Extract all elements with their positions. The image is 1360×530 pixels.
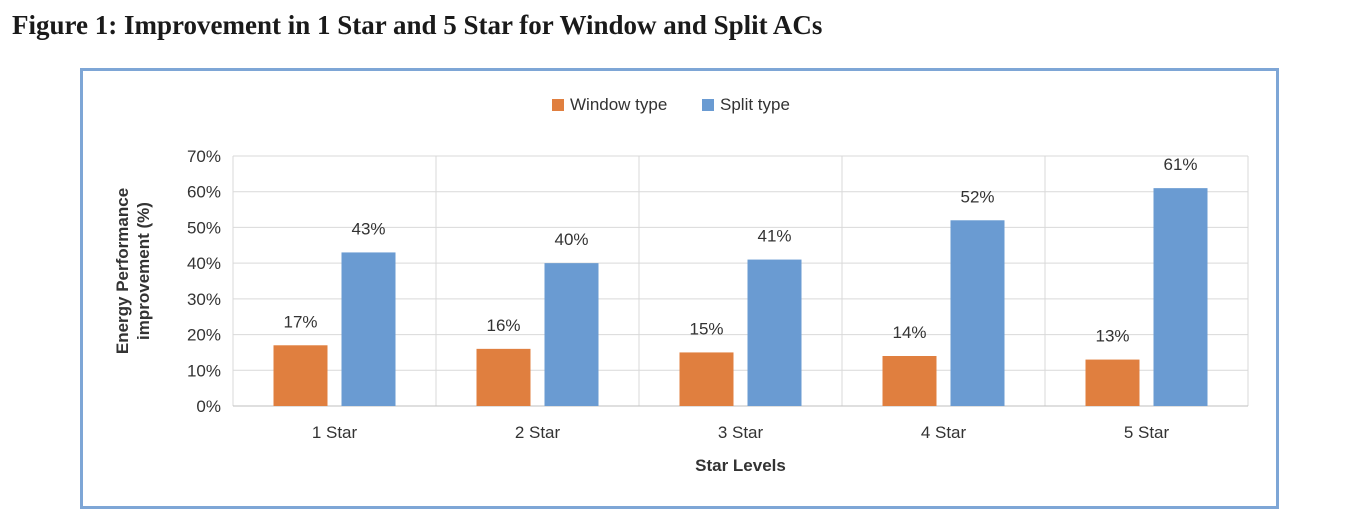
bar-window-3-star: [679, 352, 734, 406]
chart-frame: 0% 10% 20% 30% 40% 50% 60% 70% 17% 43% 1 Star 16% 40…: [80, 68, 1279, 509]
x-tick-label: 5 Star: [1124, 423, 1170, 442]
y-tick-label: 40%: [187, 254, 221, 273]
data-label: 41%: [757, 227, 791, 246]
data-label: 14%: [892, 323, 926, 342]
legend-swatch-split: [702, 99, 714, 111]
grid-layer: [232, 155, 1249, 407]
figure-title: Figure 1: Improvement in 1 Star and 5 St…: [12, 10, 823, 40]
bar-split-5-star: [1153, 188, 1208, 406]
y-tick-label: 10%: [187, 361, 221, 380]
y-axis-title: Energy Performance improvement (%): [113, 188, 153, 354]
data-label: 13%: [1095, 327, 1129, 346]
bar-window-1-star: [273, 345, 328, 406]
data-label: 15%: [689, 319, 723, 338]
y-tick-label: 30%: [187, 290, 221, 309]
data-label: 43%: [351, 219, 385, 238]
x-tick-label: 1 Star: [312, 423, 358, 442]
label-layer: 0% 10% 20% 30% 40% 50% 60% 70% 17% 43% 1 Star 16% 40…: [113, 147, 1198, 475]
data-label: 61%: [1163, 155, 1197, 174]
legend-label-split: Split type: [720, 95, 790, 114]
x-tick-label: 4 Star: [921, 423, 967, 442]
legend-swatch-window: [552, 99, 564, 111]
bar-chart: 0% 10% 20% 30% 40% 50% 60% 70% 17% 43% 1 Star 16% 40…: [113, 95, 1249, 475]
y-tick-label: 0%: [196, 397, 221, 416]
y-axis-title-line: improvement (%): [134, 202, 153, 340]
x-tick-label: 3 Star: [718, 423, 764, 442]
y-tick-label: 20%: [187, 326, 221, 345]
x-axis-title: Star Levels: [695, 456, 786, 475]
bar-split-3-star: [747, 259, 802, 406]
bar-window-2-star: [476, 348, 531, 406]
x-tick-label: 2 Star: [515, 423, 561, 442]
chart-legend: Window type Split type: [552, 95, 790, 114]
data-label: 40%: [554, 230, 588, 249]
y-tick-label: 50%: [187, 218, 221, 237]
data-label: 17%: [283, 312, 317, 331]
y-axis-title-line: Energy Performance: [113, 188, 132, 354]
data-label: 52%: [960, 187, 994, 206]
legend-label-window: Window type: [570, 95, 667, 114]
bar-window-5-star: [1085, 359, 1140, 406]
bar-split-4-star: [950, 220, 1005, 406]
bar-layer: [273, 188, 1208, 406]
y-tick-label: 70%: [187, 147, 221, 166]
data-label: 16%: [486, 316, 520, 335]
y-tick-label: 60%: [187, 183, 221, 202]
bar-split-1-star: [341, 252, 396, 406]
bar-split-2-star: [544, 263, 599, 406]
bar-window-4-star: [882, 356, 937, 406]
